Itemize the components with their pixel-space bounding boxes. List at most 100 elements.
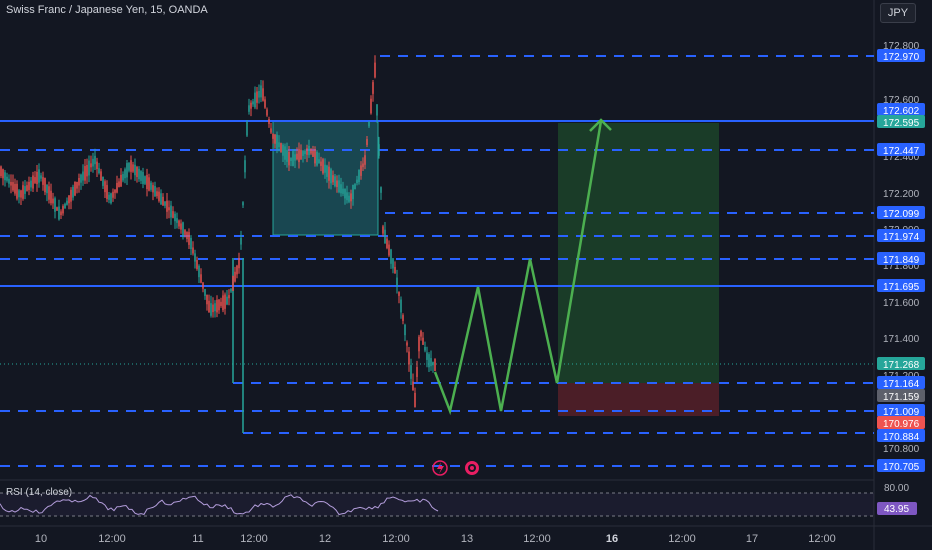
candle-body <box>366 139 368 145</box>
candle-body <box>48 186 50 200</box>
candle-body <box>12 182 14 191</box>
candle-body <box>124 169 126 179</box>
candle-body <box>416 367 418 377</box>
candle-body <box>106 185 108 199</box>
candle-body <box>180 223 182 230</box>
candle-body <box>346 192 348 201</box>
time-label: 12:00 <box>668 533 696 545</box>
candle-body <box>52 198 54 204</box>
rsi-indicator-label[interactable]: RSI (14, close) <box>6 487 73 498</box>
candle-body <box>270 128 272 133</box>
candle-body <box>284 146 286 160</box>
price-label: 172.595 <box>883 118 920 129</box>
candle-body <box>356 179 358 183</box>
candle-body <box>246 121 248 136</box>
candle-body <box>2 169 4 179</box>
candle-body <box>78 177 80 186</box>
candle-body <box>218 299 220 311</box>
candle-body <box>142 172 144 184</box>
price-label-box <box>877 103 925 116</box>
candle-body <box>68 195 70 204</box>
candle-body <box>134 164 136 176</box>
candle-body <box>126 163 128 178</box>
candle-body <box>316 152 318 166</box>
candle-body <box>208 300 210 313</box>
dashed-levels[interactable] <box>0 55 874 467</box>
candle-body <box>230 288 232 292</box>
candle-body <box>220 301 222 306</box>
candle-body <box>304 150 306 155</box>
price-label: 171.695 <box>883 282 920 293</box>
candle-body <box>202 282 204 289</box>
candle-body <box>152 185 154 193</box>
candle-body <box>422 337 424 345</box>
time-label: 12 <box>319 533 331 545</box>
candle-body <box>324 164 326 173</box>
candle-body <box>254 92 256 108</box>
candle-body <box>28 182 30 190</box>
candle-body <box>206 294 208 305</box>
currency-button[interactable]: JPY <box>880 3 916 23</box>
candle-body <box>330 169 332 184</box>
candle-body <box>298 148 300 163</box>
price-tick: 172.800 <box>883 41 920 52</box>
candle-body <box>6 176 8 181</box>
record-icon[interactable] <box>465 461 479 475</box>
candle-body <box>60 211 62 216</box>
candle-body <box>110 193 112 204</box>
candle-body <box>332 175 334 183</box>
candle-body <box>408 351 410 365</box>
projection-path[interactable] <box>433 120 603 416</box>
price-tick: 171.400 <box>883 334 920 345</box>
candle-body <box>70 189 72 202</box>
candle-body <box>192 247 194 254</box>
candle-body <box>312 150 314 157</box>
target-zone[interactable] <box>558 123 719 383</box>
candle-body <box>296 153 298 160</box>
candle-body <box>150 182 152 190</box>
candle-body <box>424 346 426 351</box>
price-label: 171.268 <box>883 360 920 371</box>
candle-body <box>186 232 188 239</box>
time-label: 11 <box>192 533 203 545</box>
candle-body <box>244 160 246 173</box>
candle-body <box>412 381 414 391</box>
candle-body <box>314 149 316 164</box>
candle-body <box>222 295 224 311</box>
rsi-value: 43.95 <box>884 504 909 515</box>
candle-body <box>58 206 60 220</box>
candle-body <box>354 184 356 190</box>
candle-body <box>112 191 114 198</box>
price-label-box <box>877 429 925 442</box>
candle-body <box>84 166 86 181</box>
candle-body <box>30 180 32 188</box>
candle-body <box>182 222 184 237</box>
candle-body <box>292 151 294 166</box>
price-label-box <box>877 357 925 370</box>
price-label-box <box>877 49 925 62</box>
candle-body <box>34 177 36 183</box>
candle-body <box>14 183 16 194</box>
price-label: 171.164 <box>883 379 920 390</box>
candle-body <box>322 159 324 174</box>
price-label-box <box>877 279 925 292</box>
candle-body <box>178 220 180 227</box>
candle-body <box>300 149 302 160</box>
price-tick: 170.800 <box>883 444 920 455</box>
time-label: 10 <box>35 533 47 545</box>
candle-body <box>214 303 216 312</box>
price-label-box <box>877 229 925 242</box>
candle-body <box>306 148 308 155</box>
price-label-box <box>877 389 925 402</box>
candle-body <box>16 183 18 199</box>
time-label: 12:00 <box>382 533 410 545</box>
candle-body <box>388 244 390 256</box>
lightning-icon[interactable] <box>432 460 448 476</box>
candle-body <box>98 168 100 174</box>
candle-body <box>392 258 394 269</box>
candle-body <box>160 193 162 205</box>
candle-body <box>120 174 122 187</box>
rsi-line <box>0 494 439 516</box>
candle-body <box>394 266 396 274</box>
